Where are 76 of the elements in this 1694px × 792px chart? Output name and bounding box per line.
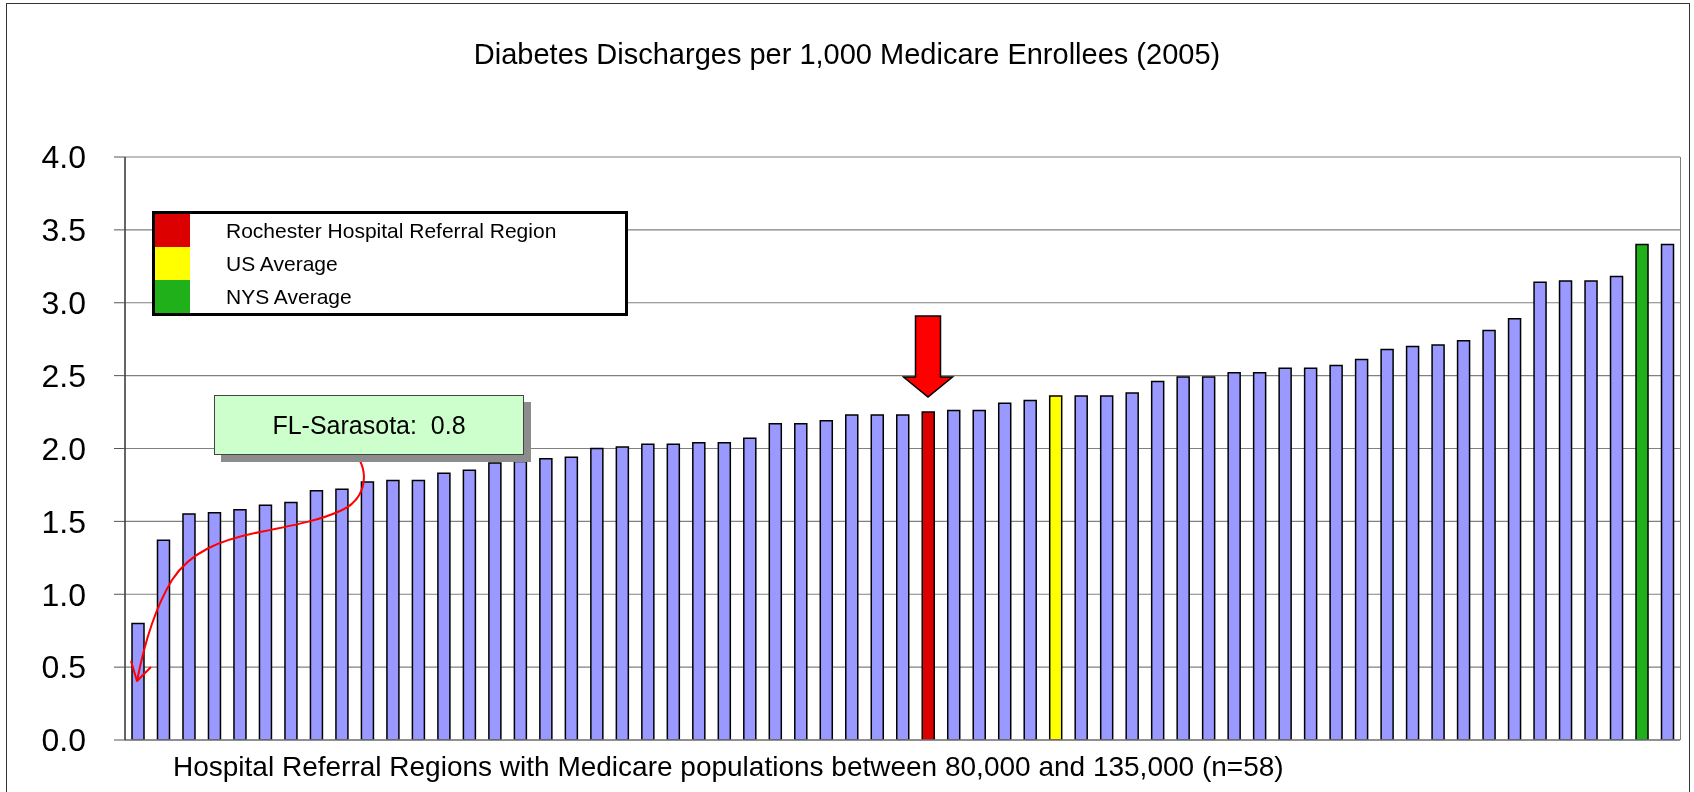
- bar: [1405, 345, 1420, 740]
- bar: [1125, 392, 1139, 740]
- chart-title: Diabetes Discharges per 1,000 Medicare Enrollees (2005): [473, 38, 1221, 70]
- annotation: FL-Sarasota: 0.8: [272, 410, 466, 440]
- bar: [1278, 367, 1292, 740]
- legend-label: NYS Average: [226, 284, 352, 308]
- bar: [1176, 376, 1190, 740]
- bar: [743, 437, 757, 740]
- bar: [1609, 275, 1624, 740]
- bar: [768, 422, 783, 740]
- bar: [1023, 399, 1037, 740]
- y-tick-label: 4.0: [41, 139, 86, 176]
- bar: [845, 414, 859, 740]
- legend-label: US Average: [226, 251, 338, 275]
- bar: [946, 409, 961, 740]
- bar: [437, 472, 451, 740]
- bar: [386, 479, 400, 740]
- y-tick-label: 1.5: [41, 503, 86, 540]
- bar: [156, 539, 171, 740]
- bar: [335, 488, 349, 740]
- bar: [284, 501, 298, 740]
- bar: [1431, 344, 1445, 740]
- y-tick-label: 3.0: [41, 285, 86, 322]
- bar: [590, 447, 604, 740]
- bar: [1099, 395, 1114, 740]
- bar: [182, 513, 196, 740]
- bar: [641, 443, 655, 740]
- y-tick-label: 3.5: [41, 212, 86, 249]
- bar: [360, 481, 375, 740]
- bar: [921, 411, 935, 740]
- bar: [1380, 348, 1394, 740]
- bar: [1660, 243, 1675, 740]
- bar: [1558, 280, 1573, 740]
- bar: [1533, 281, 1547, 740]
- bar: [1150, 380, 1165, 740]
- y-tick-label: 2.5: [41, 357, 86, 394]
- bar: [1227, 371, 1241, 740]
- y-tick-label: 2.0: [41, 430, 86, 467]
- bar: [1048, 395, 1063, 740]
- bar: [819, 420, 834, 740]
- bar: [462, 469, 477, 740]
- y-tick-label: 0.5: [41, 649, 86, 686]
- bar: [615, 446, 630, 740]
- bar: [207, 511, 222, 740]
- bar: [488, 462, 502, 740]
- bar: [666, 443, 681, 740]
- bar: [1482, 329, 1496, 740]
- bar: [411, 479, 426, 740]
- bar: [233, 508, 247, 740]
- bar: [1584, 280, 1598, 740]
- bar: [1456, 339, 1471, 740]
- bar: [564, 456, 579, 740]
- bar: [513, 460, 528, 740]
- bar: [258, 504, 273, 740]
- bar: [1303, 367, 1318, 740]
- bar: [870, 414, 885, 740]
- bar: [539, 457, 553, 740]
- bar: [1635, 243, 1649, 740]
- bar: [1201, 376, 1216, 740]
- bar: [1507, 318, 1522, 740]
- legend-label: Rochester Hospital Referral Region: [226, 218, 557, 242]
- bar: [1329, 364, 1343, 740]
- bar: [1252, 371, 1267, 740]
- bar: [794, 422, 808, 740]
- bar: [997, 402, 1012, 740]
- y-tick-label: 0.0: [41, 722, 86, 759]
- bar: [896, 414, 910, 740]
- bar: [692, 441, 706, 740]
- bar: [717, 441, 732, 740]
- x-axis-title: Hospital Referral Regions with Medicare populations between 80,000 and 135,000 (n=58): [173, 751, 1284, 782]
- bar: [972, 409, 986, 740]
- bar: [1074, 395, 1088, 740]
- y-tick-label: 1.0: [41, 576, 86, 613]
- bar: [309, 490, 324, 740]
- bar: [131, 622, 145, 740]
- bar: [1354, 358, 1369, 740]
